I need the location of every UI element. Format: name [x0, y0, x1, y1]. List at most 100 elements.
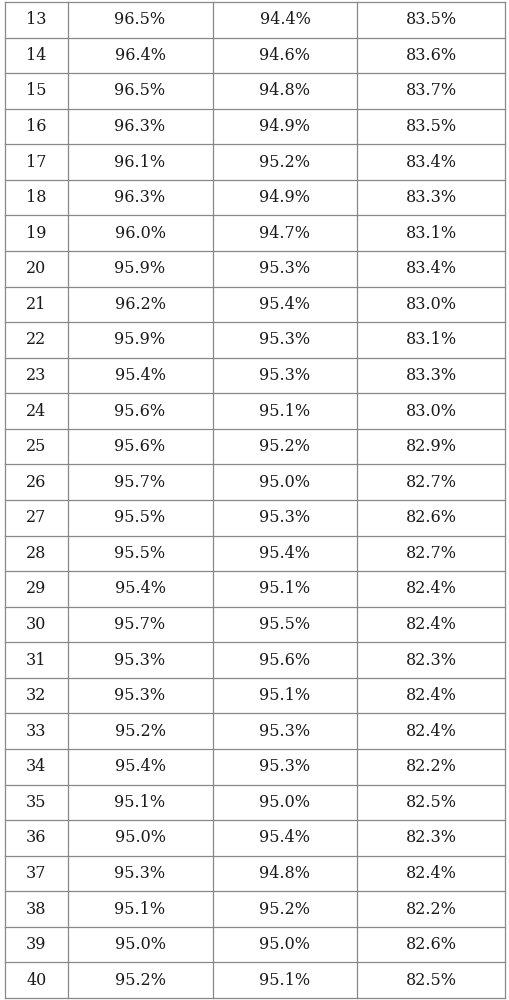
- Text: 96.2%: 96.2%: [115, 296, 165, 313]
- Text: 83.0%: 83.0%: [405, 296, 456, 313]
- Text: 95.1%: 95.1%: [259, 580, 310, 597]
- Text: 23: 23: [26, 367, 46, 384]
- Text: 94.8%: 94.8%: [259, 865, 310, 882]
- Text: 95.0%: 95.0%: [259, 936, 310, 953]
- Text: 96.3%: 96.3%: [114, 118, 165, 135]
- Text: 96.0%: 96.0%: [115, 225, 165, 242]
- Text: 95.3%: 95.3%: [259, 723, 310, 740]
- Text: 94.9%: 94.9%: [259, 189, 310, 206]
- Text: 95.0%: 95.0%: [259, 794, 310, 811]
- Text: 29: 29: [26, 580, 46, 597]
- Text: 82.6%: 82.6%: [405, 509, 456, 526]
- Text: 95.5%: 95.5%: [114, 545, 165, 562]
- Text: 95.2%: 95.2%: [259, 438, 310, 455]
- Text: 95.0%: 95.0%: [115, 829, 165, 846]
- Text: 96.1%: 96.1%: [114, 154, 165, 171]
- Text: 33: 33: [26, 723, 46, 740]
- Text: 96.4%: 96.4%: [115, 47, 165, 64]
- Text: 31: 31: [26, 652, 46, 669]
- Text: 35: 35: [26, 794, 46, 811]
- Text: 96.5%: 96.5%: [114, 82, 165, 99]
- Text: 82.2%: 82.2%: [405, 901, 456, 918]
- Text: 82.9%: 82.9%: [405, 438, 456, 455]
- Text: 94.6%: 94.6%: [259, 47, 310, 64]
- Text: 82.4%: 82.4%: [405, 616, 456, 633]
- Text: 94.4%: 94.4%: [259, 11, 310, 28]
- Text: 82.3%: 82.3%: [405, 652, 456, 669]
- Text: 82.4%: 82.4%: [405, 723, 456, 740]
- Text: 95.4%: 95.4%: [259, 829, 310, 846]
- Text: 19: 19: [26, 225, 46, 242]
- Text: 82.7%: 82.7%: [405, 545, 456, 562]
- Text: 16: 16: [26, 118, 46, 135]
- Text: 95.5%: 95.5%: [114, 509, 165, 526]
- Text: 95.1%: 95.1%: [114, 901, 165, 918]
- Text: 21: 21: [26, 296, 46, 313]
- Text: 95.7%: 95.7%: [114, 616, 165, 633]
- Text: 82.2%: 82.2%: [405, 758, 456, 775]
- Text: 95.3%: 95.3%: [259, 758, 310, 775]
- Text: 95.4%: 95.4%: [259, 296, 310, 313]
- Text: 83.7%: 83.7%: [405, 82, 456, 99]
- Text: 95.0%: 95.0%: [115, 936, 165, 953]
- Text: 95.1%: 95.1%: [259, 403, 310, 420]
- Text: 95.9%: 95.9%: [114, 331, 165, 348]
- Text: 94.9%: 94.9%: [259, 118, 310, 135]
- Text: 95.4%: 95.4%: [115, 580, 165, 597]
- Text: 82.4%: 82.4%: [405, 865, 456, 882]
- Text: 95.2%: 95.2%: [115, 723, 165, 740]
- Text: 95.2%: 95.2%: [259, 901, 310, 918]
- Text: 95.1%: 95.1%: [114, 794, 165, 811]
- Text: 95.2%: 95.2%: [115, 972, 165, 989]
- Text: 28: 28: [26, 545, 46, 562]
- Text: 82.4%: 82.4%: [405, 687, 456, 704]
- Text: 36: 36: [26, 829, 46, 846]
- Text: 15: 15: [26, 82, 46, 99]
- Text: 14: 14: [26, 47, 46, 64]
- Text: 95.3%: 95.3%: [114, 865, 165, 882]
- Text: 95.0%: 95.0%: [259, 474, 310, 491]
- Text: 38: 38: [26, 901, 46, 918]
- Text: 95.9%: 95.9%: [114, 260, 165, 277]
- Text: 82.5%: 82.5%: [405, 972, 456, 989]
- Text: 82.5%: 82.5%: [405, 794, 456, 811]
- Text: 37: 37: [26, 865, 46, 882]
- Text: 95.2%: 95.2%: [259, 154, 310, 171]
- Text: 95.5%: 95.5%: [259, 616, 310, 633]
- Text: 95.3%: 95.3%: [259, 509, 310, 526]
- Text: 95.3%: 95.3%: [259, 331, 310, 348]
- Text: 83.3%: 83.3%: [405, 367, 456, 384]
- Text: 95.4%: 95.4%: [259, 545, 310, 562]
- Text: 22: 22: [26, 331, 46, 348]
- Text: 82.6%: 82.6%: [405, 936, 456, 953]
- Text: 95.3%: 95.3%: [259, 367, 310, 384]
- Text: 95.3%: 95.3%: [114, 687, 165, 704]
- Text: 30: 30: [26, 616, 46, 633]
- Text: 17: 17: [26, 154, 46, 171]
- Text: 34: 34: [26, 758, 46, 775]
- Text: 26: 26: [26, 474, 46, 491]
- Text: 96.5%: 96.5%: [114, 11, 165, 28]
- Text: 96.3%: 96.3%: [114, 189, 165, 206]
- Text: 95.6%: 95.6%: [259, 652, 310, 669]
- Text: 95.4%: 95.4%: [115, 758, 165, 775]
- Text: 83.3%: 83.3%: [405, 189, 456, 206]
- Text: 95.6%: 95.6%: [114, 403, 165, 420]
- Text: 24: 24: [26, 403, 46, 420]
- Text: 95.1%: 95.1%: [259, 972, 310, 989]
- Text: 27: 27: [26, 509, 46, 526]
- Text: 94.7%: 94.7%: [259, 225, 310, 242]
- Text: 95.6%: 95.6%: [114, 438, 165, 455]
- Text: 83.5%: 83.5%: [405, 11, 456, 28]
- Text: 82.7%: 82.7%: [405, 474, 456, 491]
- Text: 83.1%: 83.1%: [405, 225, 456, 242]
- Text: 39: 39: [26, 936, 46, 953]
- Text: 95.7%: 95.7%: [114, 474, 165, 491]
- Text: 83.4%: 83.4%: [405, 154, 456, 171]
- Text: 83.0%: 83.0%: [405, 403, 456, 420]
- Text: 18: 18: [26, 189, 46, 206]
- Text: 20: 20: [26, 260, 46, 277]
- Text: 95.3%: 95.3%: [114, 652, 165, 669]
- Text: 83.4%: 83.4%: [405, 260, 456, 277]
- Text: 95.3%: 95.3%: [259, 260, 310, 277]
